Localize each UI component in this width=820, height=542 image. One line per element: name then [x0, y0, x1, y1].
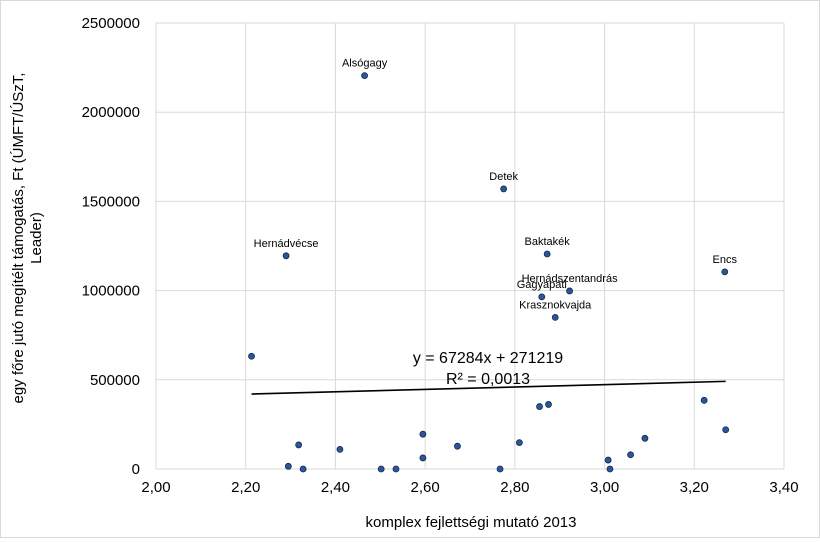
- point-label: Encs: [713, 254, 738, 266]
- x-tick-label: 3,20: [680, 479, 709, 496]
- data-point: [377, 465, 385, 473]
- trendline: [251, 380, 726, 395]
- data-point: [500, 185, 508, 193]
- point-label: Gagyapáti: [517, 279, 567, 291]
- data-point: [545, 401, 552, 408]
- x-tick-label: 3,40: [769, 479, 798, 496]
- data-point: [627, 451, 634, 459]
- data-point: [536, 403, 543, 410]
- y-tick-label: 500000: [90, 372, 140, 389]
- data-point: [722, 426, 730, 434]
- y-axis-title: egy főre jutó megítélt támogatás, Ft (ÚM…: [10, 73, 45, 404]
- x-tick-label: 2,00: [141, 479, 170, 496]
- data-points: [248, 72, 730, 473]
- data-point: [551, 313, 559, 321]
- y-tick-label: 2000000: [82, 104, 140, 121]
- y-tick-labels: 0 500000 1000000 1500000 2000000 2500000: [82, 15, 140, 478]
- point-label: Krasznokvajda: [519, 299, 592, 311]
- x-axis-title: komplex fejlettségi mutató 2013: [366, 514, 577, 531]
- data-point: [299, 465, 307, 473]
- trendline-group: [251, 380, 726, 395]
- point-label: Alsógagy: [342, 58, 388, 70]
- x-tick-labels: 2,00 2,20 2,40 2,60 2,80 3,00 3,20 3,40: [141, 479, 798, 496]
- data-point: [721, 268, 729, 276]
- data-point: [282, 252, 290, 260]
- y-axis-title-line2: Leader): [28, 212, 45, 264]
- point-labels: Alsógagy Detek Hernádvécse Baktakék Encs Hern…: [254, 58, 738, 312]
- data-point: [392, 465, 400, 473]
- data-point: [419, 454, 427, 462]
- trendline-r2: R² = 0,0013: [446, 371, 530, 388]
- y-tick-label: 1000000: [82, 283, 140, 300]
- x-tick-label: 2,20: [231, 479, 260, 496]
- data-point: [641, 434, 649, 442]
- y-axis-title-line1: egy főre jutó megítélt támogatás, Ft (ÚM…: [10, 73, 27, 404]
- data-point: [515, 439, 523, 446]
- y-tick-label: 0: [132, 461, 140, 478]
- x-tick-label: 3,00: [590, 479, 619, 496]
- data-point: [700, 396, 708, 404]
- data-point: [284, 462, 292, 470]
- point-label: Detek: [489, 171, 518, 183]
- point-label: Hernádszentandrás: [522, 273, 619, 285]
- data-point: [543, 250, 551, 258]
- data-point: [336, 445, 344, 453]
- x-tick-label: 2,80: [500, 479, 529, 496]
- x-tick-label: 2,40: [321, 479, 350, 496]
- data-point: [248, 352, 255, 360]
- data-point: [538, 293, 546, 301]
- point-label: Baktakék: [525, 236, 571, 248]
- data-point: [419, 430, 427, 438]
- y-tick-label: 2500000: [82, 15, 140, 32]
- point-label: Hernádvécse: [254, 238, 319, 250]
- y-tick-label: 1500000: [82, 193, 140, 210]
- gridlines: [155, 22, 785, 470]
- data-point: [606, 465, 614, 473]
- data-point: [454, 442, 461, 450]
- data-point: [295, 441, 303, 449]
- data-point: [566, 287, 573, 295]
- trendline-equation: y = 67284x + 271219: [413, 350, 563, 367]
- data-point: [604, 456, 612, 464]
- x-tick-label: 2,60: [411, 479, 440, 496]
- data-point: [496, 465, 504, 473]
- data-point: [361, 72, 368, 80]
